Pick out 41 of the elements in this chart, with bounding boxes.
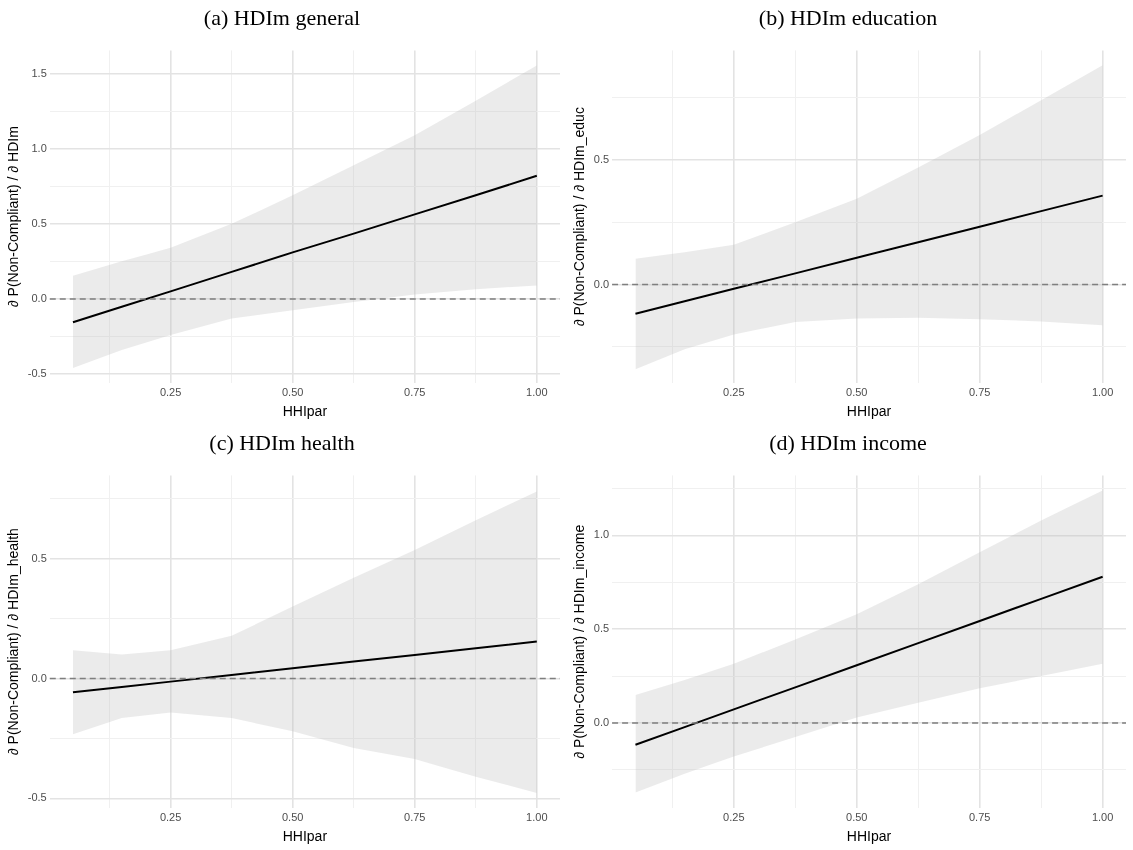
y-axis-title: ∂ P(Non-Compliant) / ∂ HDIm_educ [571, 107, 588, 327]
y-tick-label: 0.5 [593, 622, 610, 635]
y-tick-label: 0.5 [593, 153, 610, 166]
x-tick-label: 0.50 [281, 810, 304, 823]
y-tick-label: 0.0 [31, 671, 47, 684]
chart-title: (c) HDIm health [209, 429, 355, 455]
x-tick-label: 0.25 [159, 810, 182, 823]
x-axis-title: HHIpar [846, 828, 892, 845]
y-axis-title: ∂ P(Non-Compliant) / ∂ HDIm [5, 126, 22, 308]
x-tick-label: 1.00 [526, 385, 548, 398]
y-tick-label: -0.5 [27, 367, 47, 380]
x-tick-label: 0.25 [723, 810, 745, 823]
x-tick-label: 0.75 [968, 810, 991, 823]
x-tick-label: 1.00 [1091, 810, 1114, 823]
x-tick-label: 0.75 [404, 385, 426, 398]
x-tick-label: 0.50 [846, 385, 868, 398]
x-tick-label: 1.00 [526, 810, 548, 823]
y-tick-label: -0.5 [27, 791, 47, 804]
x-tick-label: 0.50 [846, 810, 868, 823]
x-tick-label: 0.50 [281, 385, 304, 398]
x-tick-label: 0.25 [159, 385, 182, 398]
x-tick-label: 0.75 [404, 810, 426, 823]
y-tick-label: 0.0 [31, 291, 47, 304]
y-axis-title: ∂ P(Non-Compliant) / ∂ HDIm_health [5, 528, 22, 756]
chart-title: (d) HDIm income [769, 429, 927, 455]
y-tick-label: 0.0 [593, 716, 610, 729]
y-axis-title: ∂ P(Non-Compliant) / ∂ HDIm_income [571, 524, 588, 759]
x-axis-title: HHIpar [282, 403, 328, 420]
x-tick-label: 0.25 [723, 385, 745, 398]
y-tick-label: 1.0 [593, 528, 610, 541]
x-tick-label: 0.75 [968, 385, 991, 398]
chart-title: (b) HDIm education [758, 4, 938, 30]
y-tick-label: 0.5 [31, 216, 47, 229]
x-axis-title: HHIpar [846, 403, 892, 420]
y-tick-label: 0.5 [31, 551, 47, 564]
y-tick-label: 1.0 [31, 141, 47, 154]
chart-title: (a) HDIm general [203, 4, 361, 30]
y-tick-label: 0.0 [593, 277, 610, 290]
x-tick-label: 1.00 [1091, 385, 1114, 398]
x-axis-title: HHIpar [282, 828, 328, 845]
y-tick-label: 1.5 [31, 66, 47, 79]
